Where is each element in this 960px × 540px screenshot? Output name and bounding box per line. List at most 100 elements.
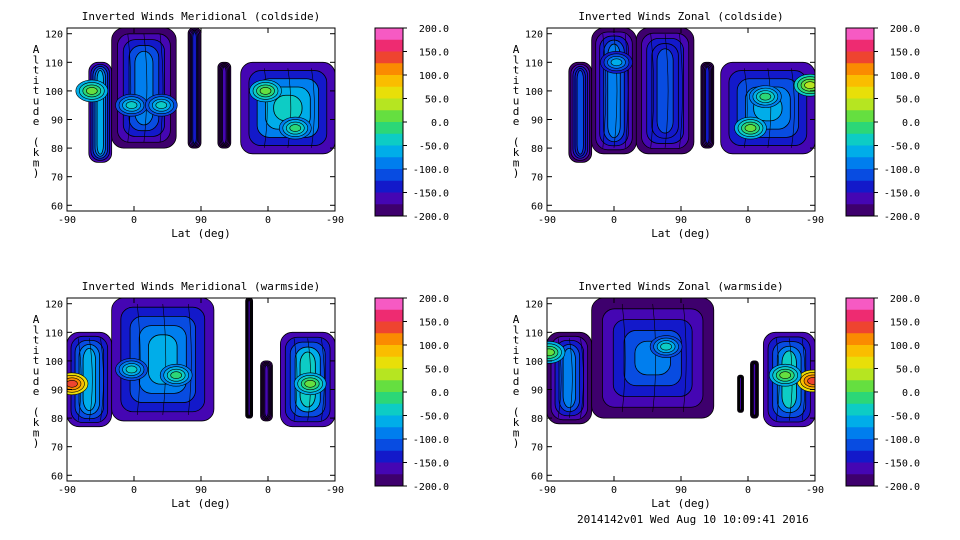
y-axis-label-char: A (33, 313, 40, 326)
colorbar-band (375, 145, 403, 158)
colorbar-band (846, 462, 874, 475)
colorbar-band (846, 98, 874, 111)
x-axis-label: Lat (deg) (171, 227, 231, 240)
colorbar-band (846, 474, 874, 487)
colorbar-band (375, 415, 403, 428)
contour-region (568, 61, 593, 163)
y-axis-label-char: A (513, 313, 520, 326)
contour-hotspot (660, 342, 672, 351)
contour-line (580, 338, 584, 418)
y-axis-label-char: ) (513, 167, 520, 180)
y-tick-label: 70 (531, 173, 543, 184)
colorbar-band (846, 333, 874, 346)
colorbar-band (846, 157, 874, 170)
y-tick-label: 120 (525, 300, 543, 311)
contour-line (263, 68, 268, 148)
colorbar-band (846, 86, 874, 99)
y-tick-label: 60 (51, 201, 63, 212)
contour-hotspot (259, 87, 272, 95)
y-tick-label: 100 (45, 357, 63, 368)
contour-hotspot (610, 58, 623, 67)
y-axis-label-char: ( (513, 136, 520, 149)
contour-region (591, 28, 637, 155)
chart-title: Inverted Winds Zonal (warmside) (578, 280, 783, 293)
x-tick-label: -90 (326, 215, 344, 226)
chart-panel-1: Inverted Winds Meridional (coldside) -90 0… (33, 10, 449, 240)
contour-line (100, 338, 104, 421)
y-tick-label: 120 (45, 300, 63, 311)
y-axis-label-char: ) (33, 437, 40, 450)
contour-band (192, 32, 197, 144)
y-axis-label-char: A (513, 43, 520, 56)
contour-band (247, 300, 251, 416)
colorbar-label: 100.0 (419, 71, 449, 82)
y-axis-label-char: u (33, 95, 40, 108)
colorbar-band (375, 462, 403, 475)
colorbar-label: -150.0 (413, 189, 449, 200)
y-tick-label: 80 (531, 414, 543, 425)
colorbar-label: -50.0 (890, 412, 920, 423)
y-axis-label-char: ) (33, 167, 40, 180)
contour-hotspot (779, 371, 792, 380)
y-axis-label-char: t (513, 334, 520, 347)
colorbar-band (375, 321, 403, 334)
colorbar-band (375, 309, 403, 322)
colorbar-label: 200.0 (890, 294, 920, 305)
contour-region (187, 28, 202, 149)
colorbar-band (375, 133, 403, 146)
chart-title: Inverted Winds Zonal (coldside) (578, 10, 783, 23)
colorbar-label: -200.0 (884, 212, 920, 223)
y-axis-label-char: m (513, 156, 520, 169)
contour-hotspot (67, 379, 78, 388)
x-tick-label: -90 (326, 485, 344, 496)
y-axis-label-char: e (513, 385, 520, 398)
colorbar-label: 200.0 (419, 294, 449, 305)
colorbar-band (375, 403, 403, 416)
colorbar-band (375, 380, 403, 393)
chart-title: Inverted Winds Meridional (warmside) (82, 280, 320, 293)
y-axis-label-char: ( (33, 406, 40, 419)
x-tick-label: 90 (195, 485, 207, 496)
plot-area (67, 298, 335, 428)
colorbar-label: -100.0 (884, 435, 920, 446)
colorbar-band (846, 51, 874, 64)
y-axis-label-char: m (513, 426, 520, 439)
y-tick-label: 100 (45, 87, 63, 98)
colorbar-band (846, 122, 874, 135)
colorbar-band (846, 321, 874, 334)
colorbar-band (846, 75, 874, 88)
colorbar-band (846, 439, 874, 452)
contour-hotspot (547, 348, 555, 357)
contour-region (217, 61, 232, 149)
y-tick-label: 110 (525, 58, 543, 69)
contour-region (635, 28, 695, 155)
y-tick-label: 70 (51, 173, 63, 184)
colorbar-band (375, 51, 403, 64)
y-axis-label-char: t (33, 334, 40, 347)
contour-line (743, 68, 748, 148)
colorbar-band (375, 75, 403, 88)
colorbar-label: -100.0 (413, 165, 449, 176)
contour-line (791, 68, 795, 148)
x-tick-label: 0 (745, 215, 751, 226)
y-axis-label-char: m (33, 426, 40, 439)
colorbar-label: 0.0 (431, 388, 449, 399)
colorbar-label: 0.0 (902, 118, 920, 129)
contour-line (613, 33, 618, 148)
contour-band (562, 347, 576, 409)
colorbar-band (846, 309, 874, 322)
contour-line (602, 33, 607, 148)
contour-line (652, 303, 656, 413)
colorbar-label: 50.0 (896, 365, 920, 376)
contour-region (88, 61, 113, 163)
colorbar-band (375, 439, 403, 452)
x-axis-label: Lat (deg) (651, 227, 711, 240)
colorbar-label: -200.0 (413, 212, 449, 223)
y-axis-label-char: t (513, 64, 520, 77)
contour-line (682, 303, 687, 413)
colorbar-label: 50.0 (425, 95, 449, 106)
y-axis-label-char: l (33, 53, 40, 66)
colorbar-band (846, 28, 874, 41)
y-tick-label: 60 (531, 201, 543, 212)
